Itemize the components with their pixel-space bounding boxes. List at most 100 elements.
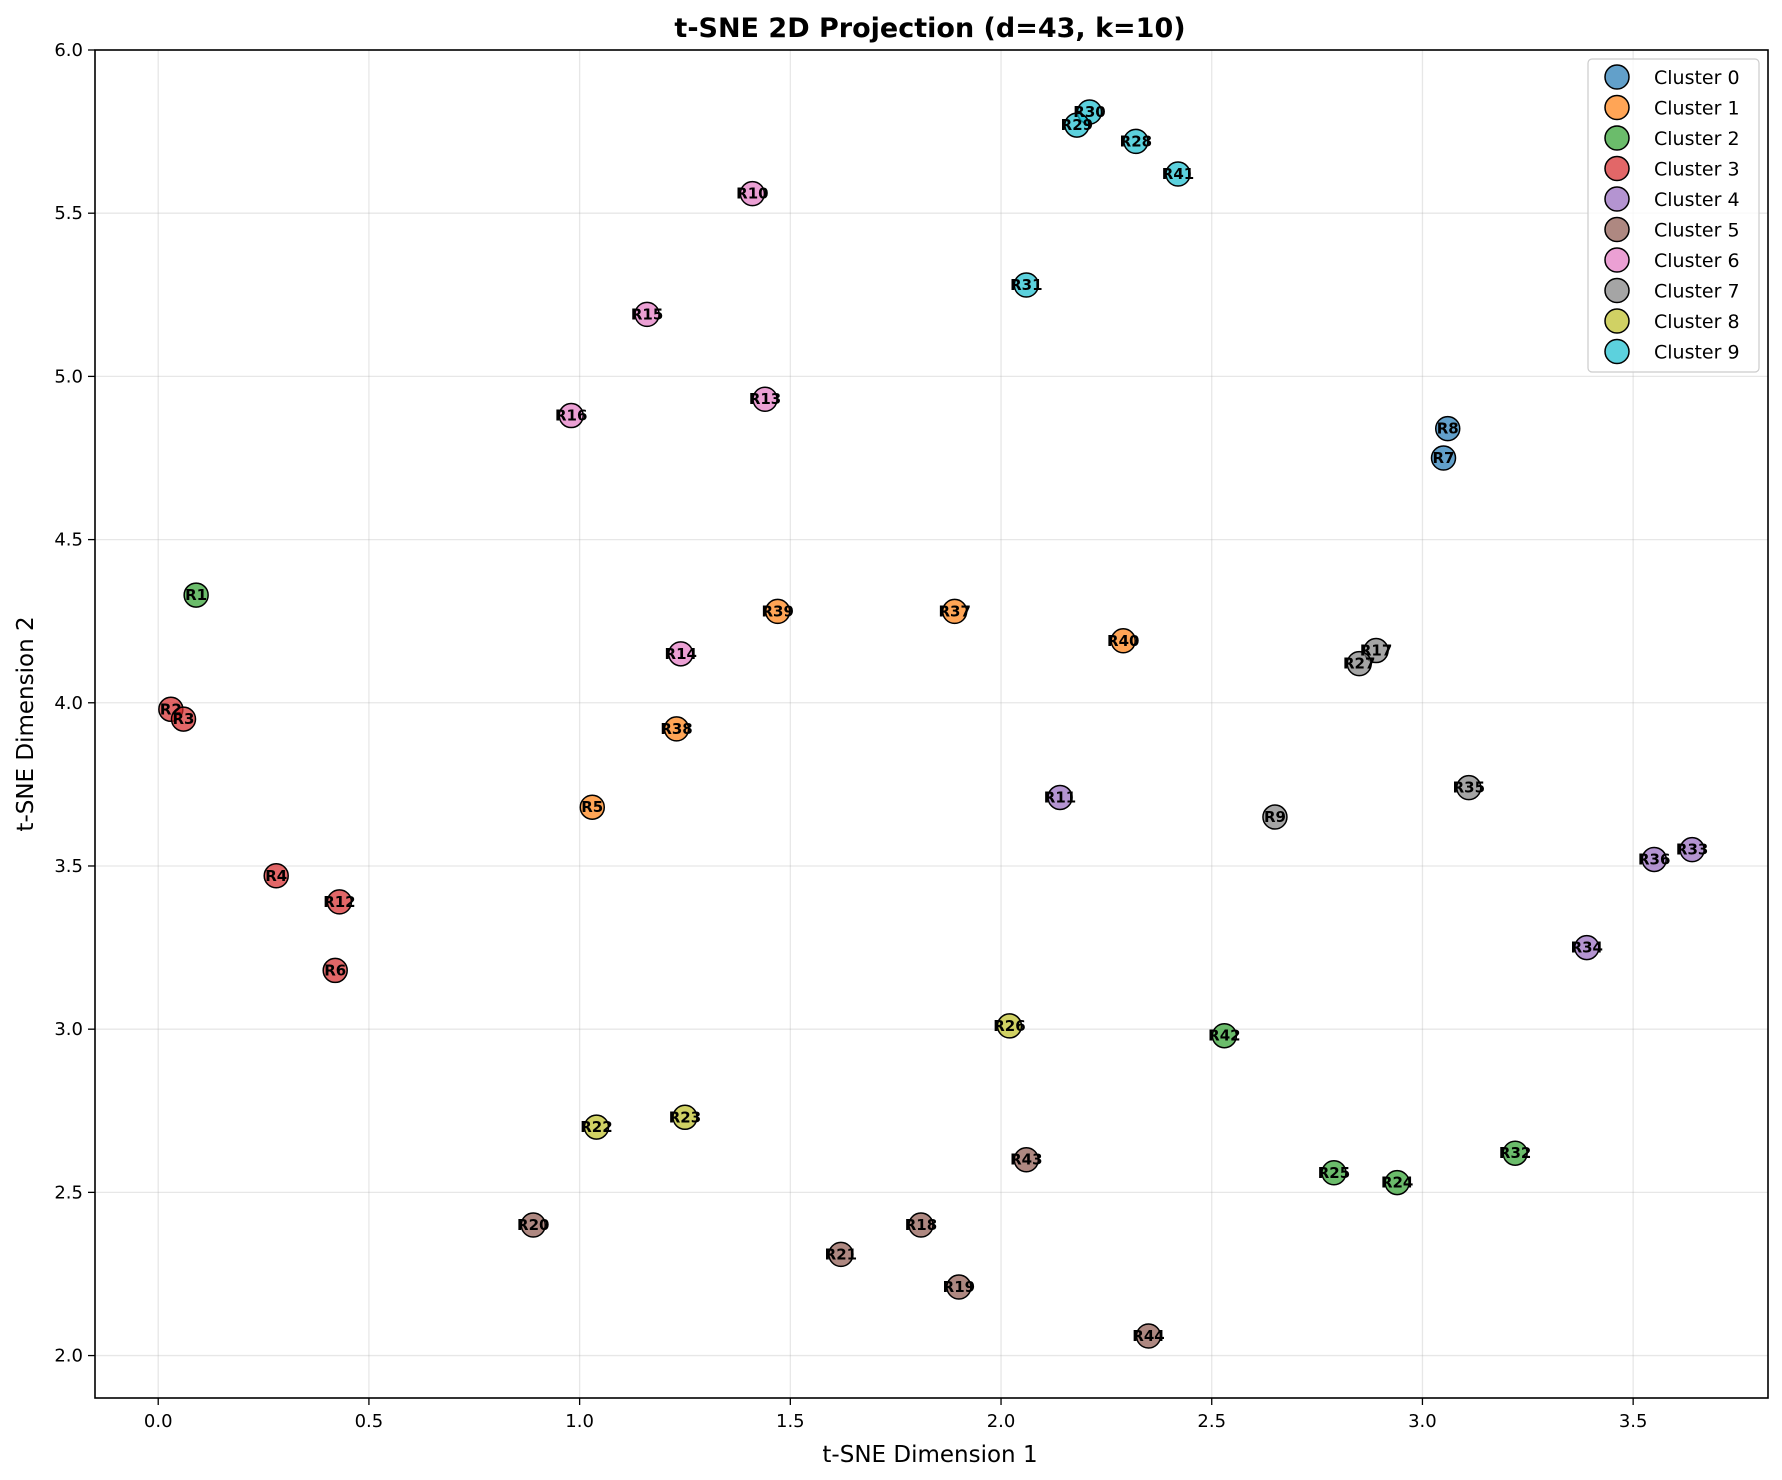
point-r8 [1434, 415, 1461, 442]
point-label-r10: R10 [736, 185, 768, 203]
point-label-r13: R13 [749, 390, 781, 408]
y-tick-label: 3.0 [54, 1019, 83, 1040]
point-label-r14: R14 [665, 645, 697, 663]
point-label-r7: R7 [1433, 449, 1455, 467]
point-r10 [739, 180, 766, 207]
plot-area-frame [94, 49, 1769, 1399]
legend-label: Cluster 9 [1654, 342, 1740, 364]
point-r21 [828, 1241, 854, 1268]
y-axis-ticks: 2.0 2.5 3.0 3.5 4.0 4.5 5.0 5.5 6.0 [54, 40, 95, 1367]
x-tick-label: 3.5 [1619, 1411, 1648, 1432]
x-tick-label: 2.5 [1197, 1411, 1226, 1432]
point-label-r37: R37 [938, 602, 970, 620]
point-label-r22: R22 [580, 1118, 612, 1136]
point-r17 [1363, 637, 1389, 664]
point-label-r3: R3 [172, 710, 194, 728]
point-r9 [1262, 804, 1288, 830]
point-r38 [663, 716, 690, 742]
point-label-r27: R27 [1343, 655, 1375, 673]
point-label-r33: R33 [1676, 841, 1708, 859]
point-label-r16: R16 [555, 407, 587, 425]
point-r31 [1013, 272, 1040, 298]
point-label-r36: R36 [1638, 850, 1670, 868]
legend-label: Cluster 8 [1654, 311, 1740, 333]
point-label-r29: R29 [1061, 116, 1093, 134]
point-r34 [1574, 934, 1600, 961]
point-label-r4: R4 [265, 867, 287, 885]
point-r22 [583, 1114, 610, 1140]
legend-label: Cluster 7 [1654, 281, 1740, 303]
point-r36 [1641, 846, 1667, 873]
y-tick-label: 4.0 [54, 693, 83, 714]
point-r44 [1135, 1323, 1162, 1349]
point-label-r23: R23 [669, 1108, 701, 1126]
point-r7 [1430, 445, 1457, 471]
point-r3 [170, 706, 197, 732]
legend-label: Cluster 5 [1654, 220, 1740, 242]
point-label-r28: R28 [1120, 132, 1152, 150]
data-points [158, 99, 1705, 1349]
point-r29 [1064, 112, 1090, 138]
point-r43 [1013, 1146, 1040, 1173]
legend-label: Cluster 4 [1654, 189, 1740, 211]
x-tick-label: 2.0 [987, 1411, 1016, 1432]
y-tick-label: 6.0 [54, 40, 83, 61]
point-label-r19: R19 [943, 1278, 975, 1296]
legend-label: Cluster 6 [1654, 250, 1740, 272]
point-label-r11: R11 [1044, 788, 1076, 806]
legend-marker [1604, 216, 1630, 243]
point-label-r1: R1 [185, 586, 207, 604]
point-label-r40: R40 [1107, 632, 1139, 650]
point-r33 [1679, 836, 1705, 863]
legend-marker [1604, 94, 1630, 121]
point-label-r42: R42 [1208, 1027, 1240, 1045]
point-r40 [1110, 628, 1136, 654]
legend-marker [1604, 308, 1630, 334]
x-tick-label: 3.0 [1408, 1411, 1437, 1432]
y-axis-label: t-SNE Dimension 2 [13, 616, 39, 831]
point-r42 [1211, 1022, 1238, 1049]
point-r13 [752, 386, 778, 412]
x-axis-ticks: 0.0 0.5 1.0 1.5 2.0 2.5 3.0 3.5 [144, 1398, 1648, 1432]
point-r35 [1456, 774, 1482, 801]
point-r4 [263, 863, 289, 889]
point-r41 [1165, 161, 1191, 187]
point-r26 [996, 1013, 1023, 1039]
point-r12 [326, 889, 353, 915]
point-r20 [520, 1212, 547, 1238]
legend: Cluster 0 Cluster 1 Cluster 2 Cluster 3 Clus… [1587, 58, 1760, 373]
point-r1 [183, 582, 209, 608]
legend-marker [1604, 338, 1630, 365]
legend-label: Cluster 2 [1654, 128, 1740, 150]
y-tick-label: 2.5 [54, 1182, 83, 1203]
chart-title: t-SNE 2D Projection (d=43, k=10) [674, 13, 1185, 44]
point-r6 [322, 957, 348, 984]
legend-marker [1604, 186, 1630, 212]
point-label-r9: R9 [1264, 808, 1286, 826]
y-tick-label: 5.0 [54, 366, 83, 387]
point-r14 [668, 641, 694, 667]
point-label-r12: R12 [323, 893, 355, 911]
legend-marker [1604, 64, 1630, 90]
point-label-r17: R17 [1360, 642, 1392, 660]
point-label-r35: R35 [1453, 779, 1485, 797]
point-label-r8: R8 [1437, 420, 1459, 438]
legend-marker [1604, 155, 1630, 182]
point-label-r43: R43 [1010, 1151, 1042, 1169]
point-label-r30: R30 [1073, 103, 1105, 121]
x-tick-label: 1.0 [565, 1411, 594, 1432]
point-label-r21: R21 [825, 1245, 857, 1263]
point-label-r44: R44 [1132, 1327, 1164, 1345]
point-r18 [908, 1212, 934, 1238]
legend-label: Cluster 0 [1654, 67, 1740, 89]
x-tick-label: 0.5 [355, 1411, 384, 1432]
legend-marker [1604, 125, 1630, 151]
point-r39 [764, 598, 791, 625]
point-label-r32: R32 [1499, 1144, 1531, 1162]
legend-marker [1604, 247, 1630, 273]
point-label-r25: R25 [1318, 1164, 1350, 1182]
point-label-r41: R41 [1162, 165, 1194, 183]
point-r27 [1346, 650, 1372, 677]
